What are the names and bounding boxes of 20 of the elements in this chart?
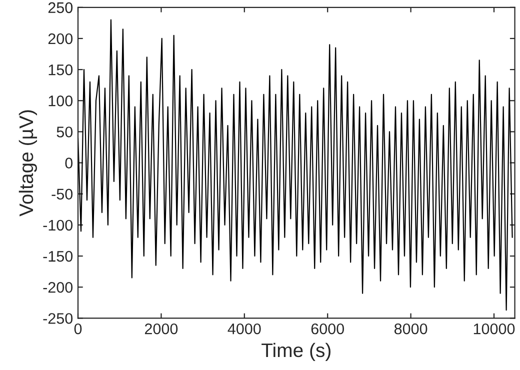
x-tick-label: 4000 [228,323,261,334]
y-tick-label: -50 [52,188,73,200]
x-tick-label: 0 [74,323,82,334]
y-tick-label: 100 [48,96,73,106]
x-tick-label: 2000 [144,323,178,334]
y-tick-label: 0 [65,158,73,168]
x-tick-label: 8000 [394,323,428,334]
x-tick-label: 10000 [474,323,515,334]
y-tick-label: 50 [56,126,73,138]
y-tick-label: 200 [48,33,73,44]
y-tick-label: -250 [43,313,73,324]
y-axis-title: Voltage (µV) [18,110,38,216]
y-tick-label: 150 [48,64,73,76]
y-tick-label: -150 [43,250,73,262]
y-tick-label: 250 [48,2,73,14]
line-series [78,19,513,311]
y-tick-label: -200 [43,282,73,293]
x-tick-label: 6000 [311,323,344,334]
x-axis-title: Time (s) [262,342,330,361]
y-tick-label: -100 [43,220,73,231]
